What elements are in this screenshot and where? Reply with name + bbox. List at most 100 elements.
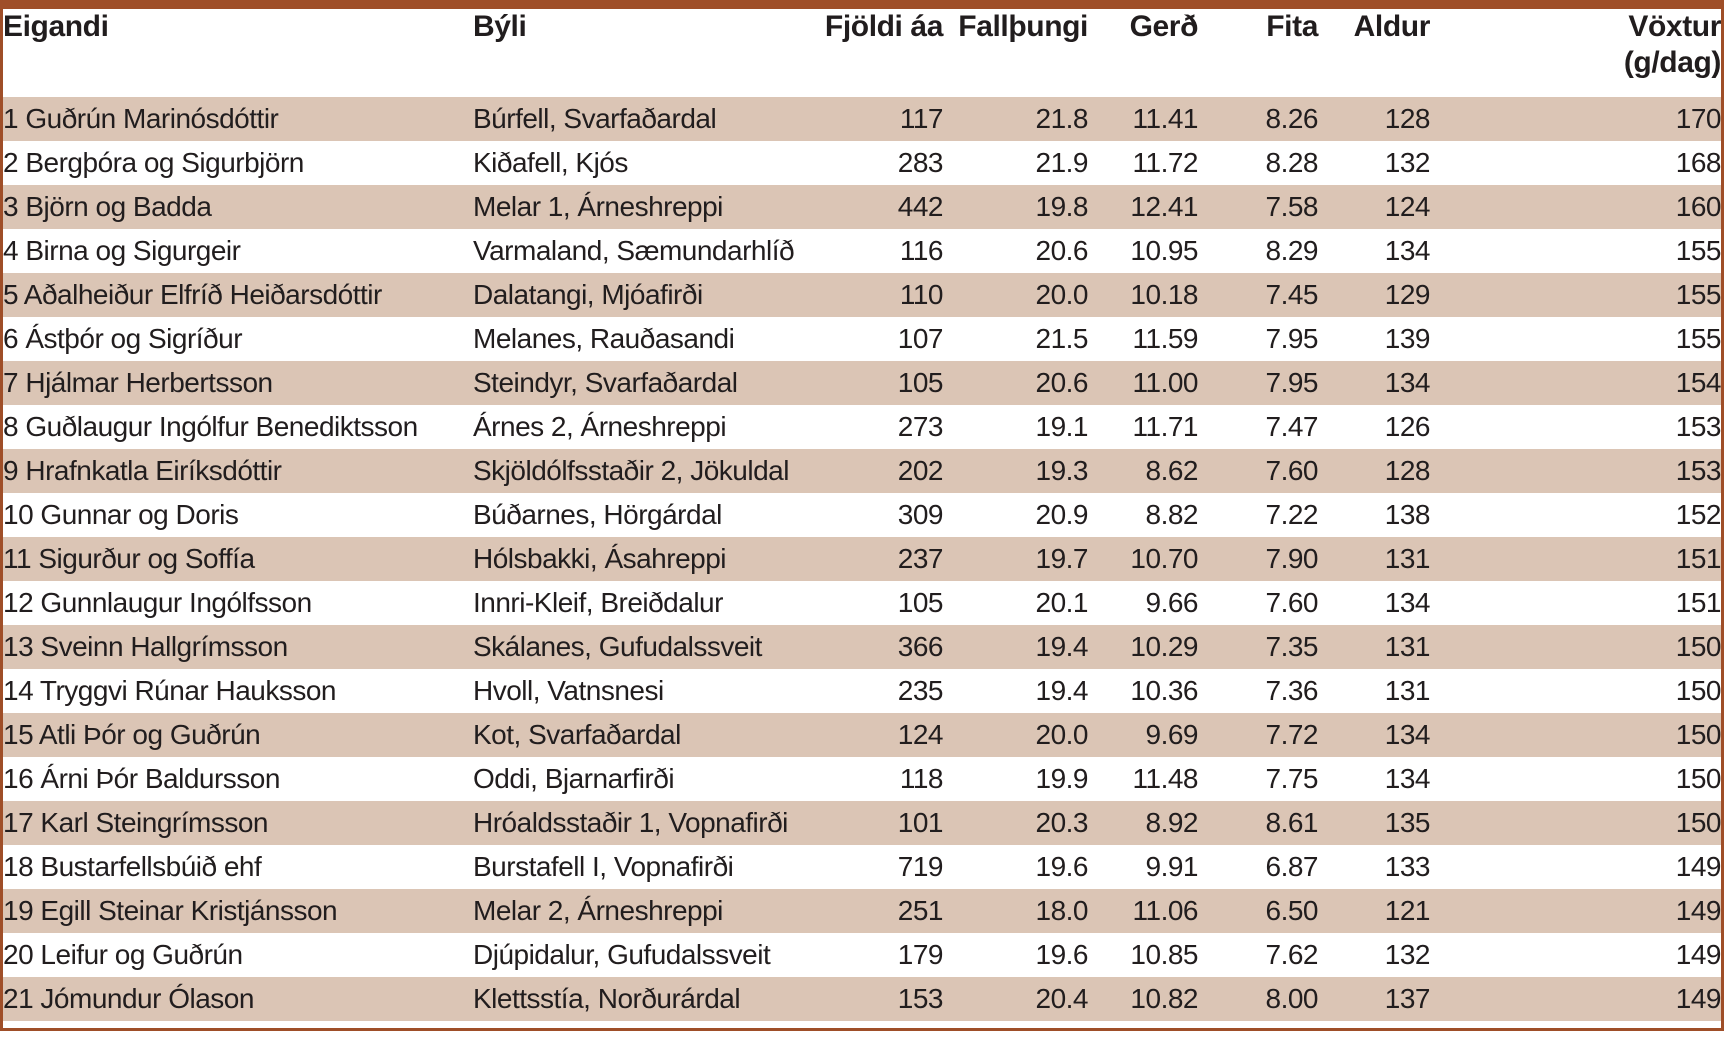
table-cell: 4 Birna og Sigurgeir xyxy=(3,229,473,273)
table-row: 12 Gunnlaugur Ingólfsson Innri-Kleif, Bre… xyxy=(3,581,1721,625)
table-cell: 8.82 xyxy=(1088,493,1199,537)
table-cell: 20.6 xyxy=(943,361,1089,405)
table-cell: 251 xyxy=(813,889,944,933)
table-cell: 153 xyxy=(1430,405,1721,449)
table-cell: 133 xyxy=(1318,845,1431,889)
table-cell: 6.50 xyxy=(1198,889,1319,933)
table-cell: 11 Sigurður og Soffía xyxy=(3,537,473,581)
table-cell: 19.4 xyxy=(943,669,1089,713)
table-cell: 7.60 xyxy=(1198,449,1319,493)
table-cell: 18 Bustarfellsbúið ehf xyxy=(3,845,473,889)
table-cell: 19.6 xyxy=(943,933,1089,977)
table-cell: 128 xyxy=(1318,449,1431,493)
table-header: Eigandi Býli Fjöldi áa Fallþungi Gerð Fita Ald… xyxy=(3,9,1721,97)
table-cell: 309 xyxy=(813,493,944,537)
table-cell: 7 Hjálmar Herbertsson xyxy=(3,361,473,405)
table-cell: 126 xyxy=(1318,405,1431,449)
table-cell: 134 xyxy=(1318,581,1431,625)
table-cell: 2 Bergþóra og Sigurbjörn xyxy=(3,141,473,185)
table-cell: 135 xyxy=(1318,801,1431,845)
table-row: 2 Bergþóra og Sigurbjörn Kiðafell, Kjós 28… xyxy=(3,141,1721,185)
table-cell: 10.36 xyxy=(1088,669,1199,713)
table-cell: 366 xyxy=(813,625,944,669)
table-cell: 129 xyxy=(1318,273,1431,317)
table-cell: 149 xyxy=(1430,845,1721,889)
table-cell: 7.35 xyxy=(1198,625,1319,669)
table-cell: 8.62 xyxy=(1088,449,1199,493)
table-cell: 10.95 xyxy=(1088,229,1199,273)
table-cell: Melar 2, Árneshreppi xyxy=(473,889,813,933)
table-cell: 149 xyxy=(1430,933,1721,977)
table-cell: 20.1 xyxy=(943,581,1089,625)
table-cell: Búrfell, Svarfaðardal xyxy=(473,97,813,141)
table-cell: 134 xyxy=(1318,229,1431,273)
table-cell: 19.1 xyxy=(943,405,1089,449)
table-cell: 19.4 xyxy=(943,625,1089,669)
table-cell: 21.9 xyxy=(943,141,1089,185)
table-cell: Hólsbakki, Ásahreppi xyxy=(473,537,813,581)
table-cell: 11.41 xyxy=(1088,97,1199,141)
table-cell: 170 xyxy=(1430,97,1721,141)
table-cell: Skálanes, Gufudalssveit xyxy=(473,625,813,669)
table-cell: 9.69 xyxy=(1088,713,1199,757)
table-cell: 7.22 xyxy=(1198,493,1319,537)
header-row: Eigandi Býli Fjöldi áa Fallþungi Gerð Fita Ald… xyxy=(3,9,1721,97)
table-cell: 7.60 xyxy=(1198,581,1319,625)
table-cell: Búðarnes, Hörgárdal xyxy=(473,493,813,537)
table-cell: Hvoll, Vatnsnesi xyxy=(473,669,813,713)
table-cell: 15 Atli Þór og Guðrún xyxy=(3,713,473,757)
table-cell: 10 Gunnar og Doris xyxy=(3,493,473,537)
table-cell: 150 xyxy=(1430,757,1721,801)
table-cell: 110 xyxy=(813,273,944,317)
column-header-6: Aldur xyxy=(1318,9,1430,97)
table-cell: 8.29 xyxy=(1198,229,1319,273)
table-cell: 20.0 xyxy=(943,713,1089,757)
table-row: 15 Atli Þór og Guðrún Kot, Svarfaðardal 12… xyxy=(3,713,1721,757)
table-cell: 21.8 xyxy=(943,97,1089,141)
table-cell: 9 Hrafnkatla Eiríksdóttir xyxy=(3,449,473,493)
table-cell: 20.4 xyxy=(943,977,1089,1021)
table-cell: 7.95 xyxy=(1198,317,1319,361)
table-cell: 7.47 xyxy=(1198,405,1319,449)
table-cell: 131 xyxy=(1318,537,1431,581)
table-cell: 105 xyxy=(813,361,944,405)
table-row: 6 Ástþór og Sigríður Melanes, Rauðasandi 1… xyxy=(3,317,1721,361)
table-cell: 1 Guðrún Marinósdóttir xyxy=(3,97,473,141)
table-cell: 19.8 xyxy=(943,185,1089,229)
table-row: 5 Aðalheiður Elfríð Heiðarsdóttir Dalatan… xyxy=(3,273,1721,317)
table-cell: 154 xyxy=(1430,361,1721,405)
table-cell: Árnes 2, Árneshreppi xyxy=(473,405,813,449)
table-cell: 11.59 xyxy=(1088,317,1199,361)
table-cell: 105 xyxy=(813,581,944,625)
table-cell: Kiðafell, Kjós xyxy=(473,141,813,185)
table-cell: Djúpidalur, Gufudalssveit xyxy=(473,933,813,977)
table-cell: 149 xyxy=(1430,889,1721,933)
table-row: 8 Guðlaugur Ingólfur Benediktsson Árnes 2… xyxy=(3,405,1721,449)
table-cell: Steindyr, Svarfaðardal xyxy=(473,361,813,405)
column-header-0: Eigandi xyxy=(3,9,473,97)
table-cell: 10.85 xyxy=(1088,933,1199,977)
table-cell: 7.95 xyxy=(1198,361,1319,405)
table-cell: 153 xyxy=(813,977,944,1021)
table-cell: 21 Jómundur Ólason xyxy=(3,977,473,1021)
table-cell: 202 xyxy=(813,449,944,493)
table-cell: 9.66 xyxy=(1088,581,1199,625)
table-cell: 151 xyxy=(1430,581,1721,625)
table-cell: 11.48 xyxy=(1088,757,1199,801)
table-cell: 7.58 xyxy=(1198,185,1319,229)
table-cell: 8.00 xyxy=(1198,977,1319,1021)
table-cell: 7.75 xyxy=(1198,757,1319,801)
table-row: 4 Birna og Sigurgeir Varmaland, Sæmundarh… xyxy=(3,229,1721,273)
table-row: 17 Karl Steingrímsson Hróaldsstaðir 1, Vo… xyxy=(3,801,1721,845)
table-cell: 442 xyxy=(813,185,944,229)
table-cell: 7.62 xyxy=(1198,933,1319,977)
table-cell: 10.18 xyxy=(1088,273,1199,317)
table-cell: 273 xyxy=(813,405,944,449)
table-cell: 7.36 xyxy=(1198,669,1319,713)
table-cell: 7.72 xyxy=(1198,713,1319,757)
table-cell: 160 xyxy=(1430,185,1721,229)
table-cell: 128 xyxy=(1318,97,1431,141)
table-cell: 134 xyxy=(1318,757,1431,801)
table-cell: 17 Karl Steingrímsson xyxy=(3,801,473,845)
